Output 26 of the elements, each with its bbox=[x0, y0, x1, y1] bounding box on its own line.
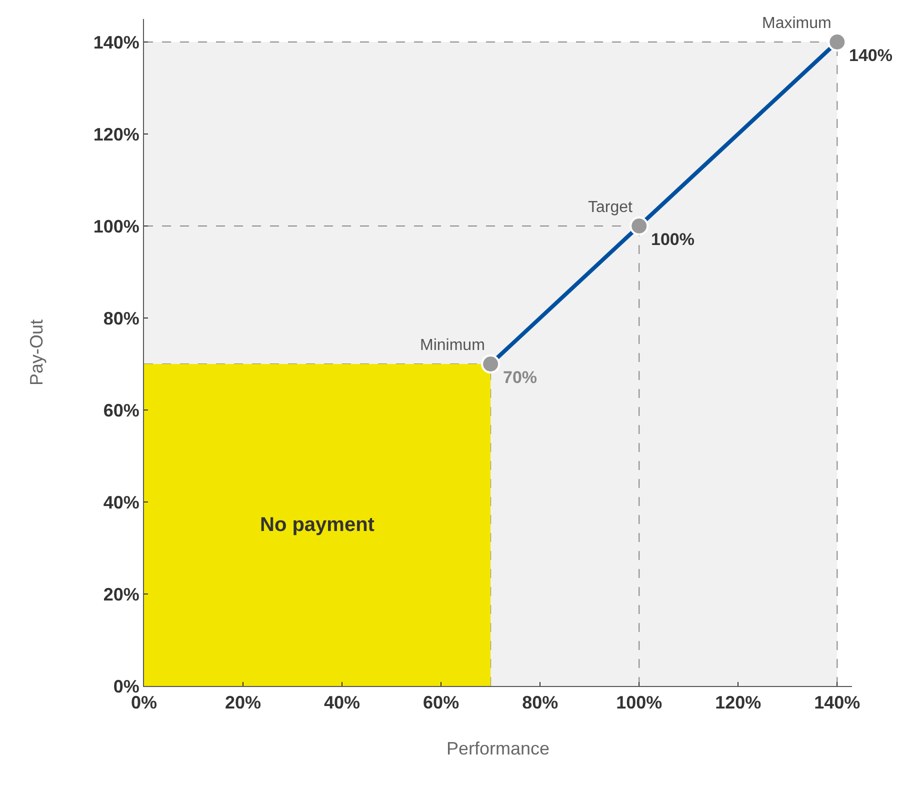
x-axis-title: Performance bbox=[446, 738, 550, 759]
x-tick-label: 60% bbox=[423, 692, 460, 713]
annotation: Minimum bbox=[420, 337, 485, 354]
point bbox=[828, 32, 847, 52]
data-label: 70% bbox=[503, 368, 538, 387]
y-tick-label: 100% bbox=[93, 216, 140, 236]
annotation: No payment bbox=[260, 514, 375, 536]
y-tick-label: 120% bbox=[93, 124, 140, 144]
annotation: Maximum bbox=[762, 15, 832, 32]
y-tick-label: 20% bbox=[103, 584, 140, 604]
point bbox=[481, 354, 500, 374]
y-tick-label: 40% bbox=[103, 492, 140, 512]
annotation: Target bbox=[588, 199, 634, 216]
y-tick-label: 140% bbox=[93, 32, 140, 52]
x-tick-label: 20% bbox=[225, 692, 262, 713]
point bbox=[630, 216, 649, 236]
data-label: 100% bbox=[651, 230, 694, 249]
x-tick-label: 140% bbox=[814, 692, 860, 713]
x-tick-label: 120% bbox=[715, 692, 762, 713]
data-label: 140% bbox=[849, 46, 892, 65]
x-tick-label: 100% bbox=[616, 692, 662, 713]
x-tick-label: 80% bbox=[522, 692, 558, 713]
x-tick-label: 40% bbox=[324, 692, 360, 713]
y-tick-label: 60% bbox=[103, 400, 140, 420]
y-tick-label: 80% bbox=[103, 308, 140, 328]
y-axis-title: Pay-Out bbox=[26, 319, 47, 386]
